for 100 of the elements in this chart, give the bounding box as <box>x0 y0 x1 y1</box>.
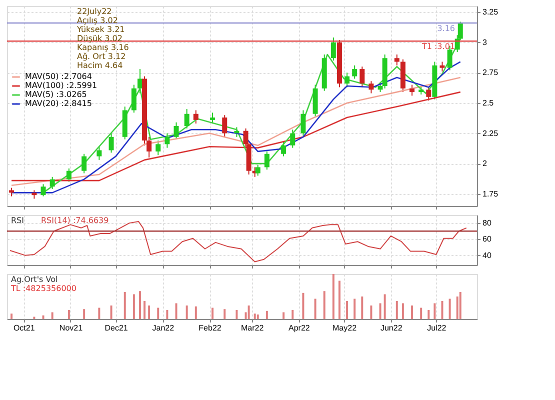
bar <box>314 298 316 319</box>
candlestick <box>255 164 260 176</box>
legend-label: MAV(50) :2.7064 <box>25 72 92 81</box>
x-tick-label: Feb22 <box>198 324 222 332</box>
bar <box>459 292 462 319</box>
candlestick <box>193 110 198 124</box>
bar <box>338 280 340 319</box>
legend-label: MAV(20) :2.8415 <box>25 99 92 108</box>
text: TL :4825356000 <box>10 284 76 293</box>
candlestick <box>210 112 216 124</box>
x-tick-label: Oct21 <box>13 324 36 332</box>
bar <box>248 306 250 319</box>
y-tick-label: 1.75 <box>482 189 499 198</box>
bar <box>346 301 348 319</box>
bar <box>124 292 126 319</box>
bar <box>411 306 414 319</box>
y-tick-label: 40 <box>482 250 492 260</box>
chart-title: RSI <box>11 216 24 225</box>
bar <box>282 312 285 319</box>
annotation: Kapanış 3.16 <box>77 43 129 52</box>
bar <box>83 309 86 319</box>
bar <box>110 306 112 319</box>
candlestick <box>108 132 114 154</box>
candlestick <box>368 80 374 94</box>
y-tick-label: 80 <box>482 218 492 228</box>
annotation: Açılış 3.02 <box>77 16 118 25</box>
bar <box>68 310 70 319</box>
bar <box>194 306 197 319</box>
bar <box>212 308 214 319</box>
candlestick <box>222 114 228 138</box>
bar <box>332 274 334 319</box>
bar <box>448 298 451 319</box>
y-tick-label: 2.5 <box>482 98 494 108</box>
ref-line-label: T1 :3.01 <box>420 42 455 52</box>
candlestick <box>156 140 161 156</box>
bar <box>144 301 146 319</box>
bar <box>166 310 168 319</box>
candlestick <box>290 129 296 148</box>
x-tick-label: Apr22 <box>288 324 310 332</box>
bar <box>138 291 141 319</box>
candlestick <box>281 141 286 157</box>
candlestick <box>264 150 270 170</box>
candlestick <box>184 108 190 129</box>
x-tick-label: Nov21 <box>59 324 84 332</box>
bar <box>256 314 259 319</box>
bar <box>148 306 150 319</box>
chart-title: Ag.Ort's Vol <box>11 275 58 284</box>
candlestick <box>96 146 102 160</box>
candlestick <box>344 72 350 88</box>
legend-label: MAV(5) :3.0265 <box>25 90 87 99</box>
legend-label: MAV(100) :2.5991 <box>25 81 98 90</box>
candlestick <box>164 132 170 148</box>
y-tick-label: 3 <box>482 38 488 47</box>
bar <box>42 315 44 319</box>
bar <box>396 301 398 319</box>
bar <box>157 308 160 319</box>
x-tick-label: Dec21 <box>104 324 128 332</box>
x-tick-label: Mar22 <box>240 324 264 332</box>
bar <box>420 308 422 319</box>
bar <box>132 294 135 319</box>
candlestick <box>40 184 46 197</box>
bar <box>266 310 268 319</box>
x-tick-label: Jul22 <box>427 324 447 332</box>
bar <box>254 314 256 319</box>
bar <box>236 310 238 319</box>
y-tick-label: 2.75 <box>482 68 499 78</box>
candlestick <box>82 153 87 174</box>
candlestick <box>440 61 445 72</box>
candlestick <box>360 66 365 88</box>
candlestick <box>131 84 136 114</box>
x-tick-label: Jan22 <box>152 324 175 332</box>
bar <box>292 310 294 319</box>
x-tick-label: May22 <box>332 324 358 332</box>
candlestick <box>137 68 142 94</box>
bar <box>402 303 404 319</box>
bar <box>98 308 100 319</box>
candlestick <box>410 84 415 96</box>
y-tick-label: 2.25 <box>482 128 499 138</box>
bar <box>224 309 226 319</box>
bar <box>384 294 386 319</box>
ref-line-label: 3.16 <box>437 24 455 33</box>
series-label: RSI(14) :74.6639 <box>41 216 109 225</box>
y-tick-label: 2 <box>482 159 488 168</box>
x-tick-label: Jun22 <box>380 324 403 332</box>
annotation: Yüksek 3.21 <box>76 25 125 34</box>
bar <box>323 291 326 319</box>
candlestick <box>394 54 400 66</box>
candlestick <box>330 37 336 62</box>
bar <box>428 310 430 319</box>
candlestick <box>426 86 432 102</box>
bar <box>186 306 188 319</box>
candlestick <box>50 176 55 190</box>
annotation: 22July22 <box>77 7 112 16</box>
y-tick-label: 3.25 <box>482 8 499 17</box>
candlestick <box>66 168 72 182</box>
bar <box>361 296 364 319</box>
bar <box>370 306 372 319</box>
bar <box>51 312 54 319</box>
line-series <box>10 91 462 182</box>
candlestick <box>352 64 358 80</box>
